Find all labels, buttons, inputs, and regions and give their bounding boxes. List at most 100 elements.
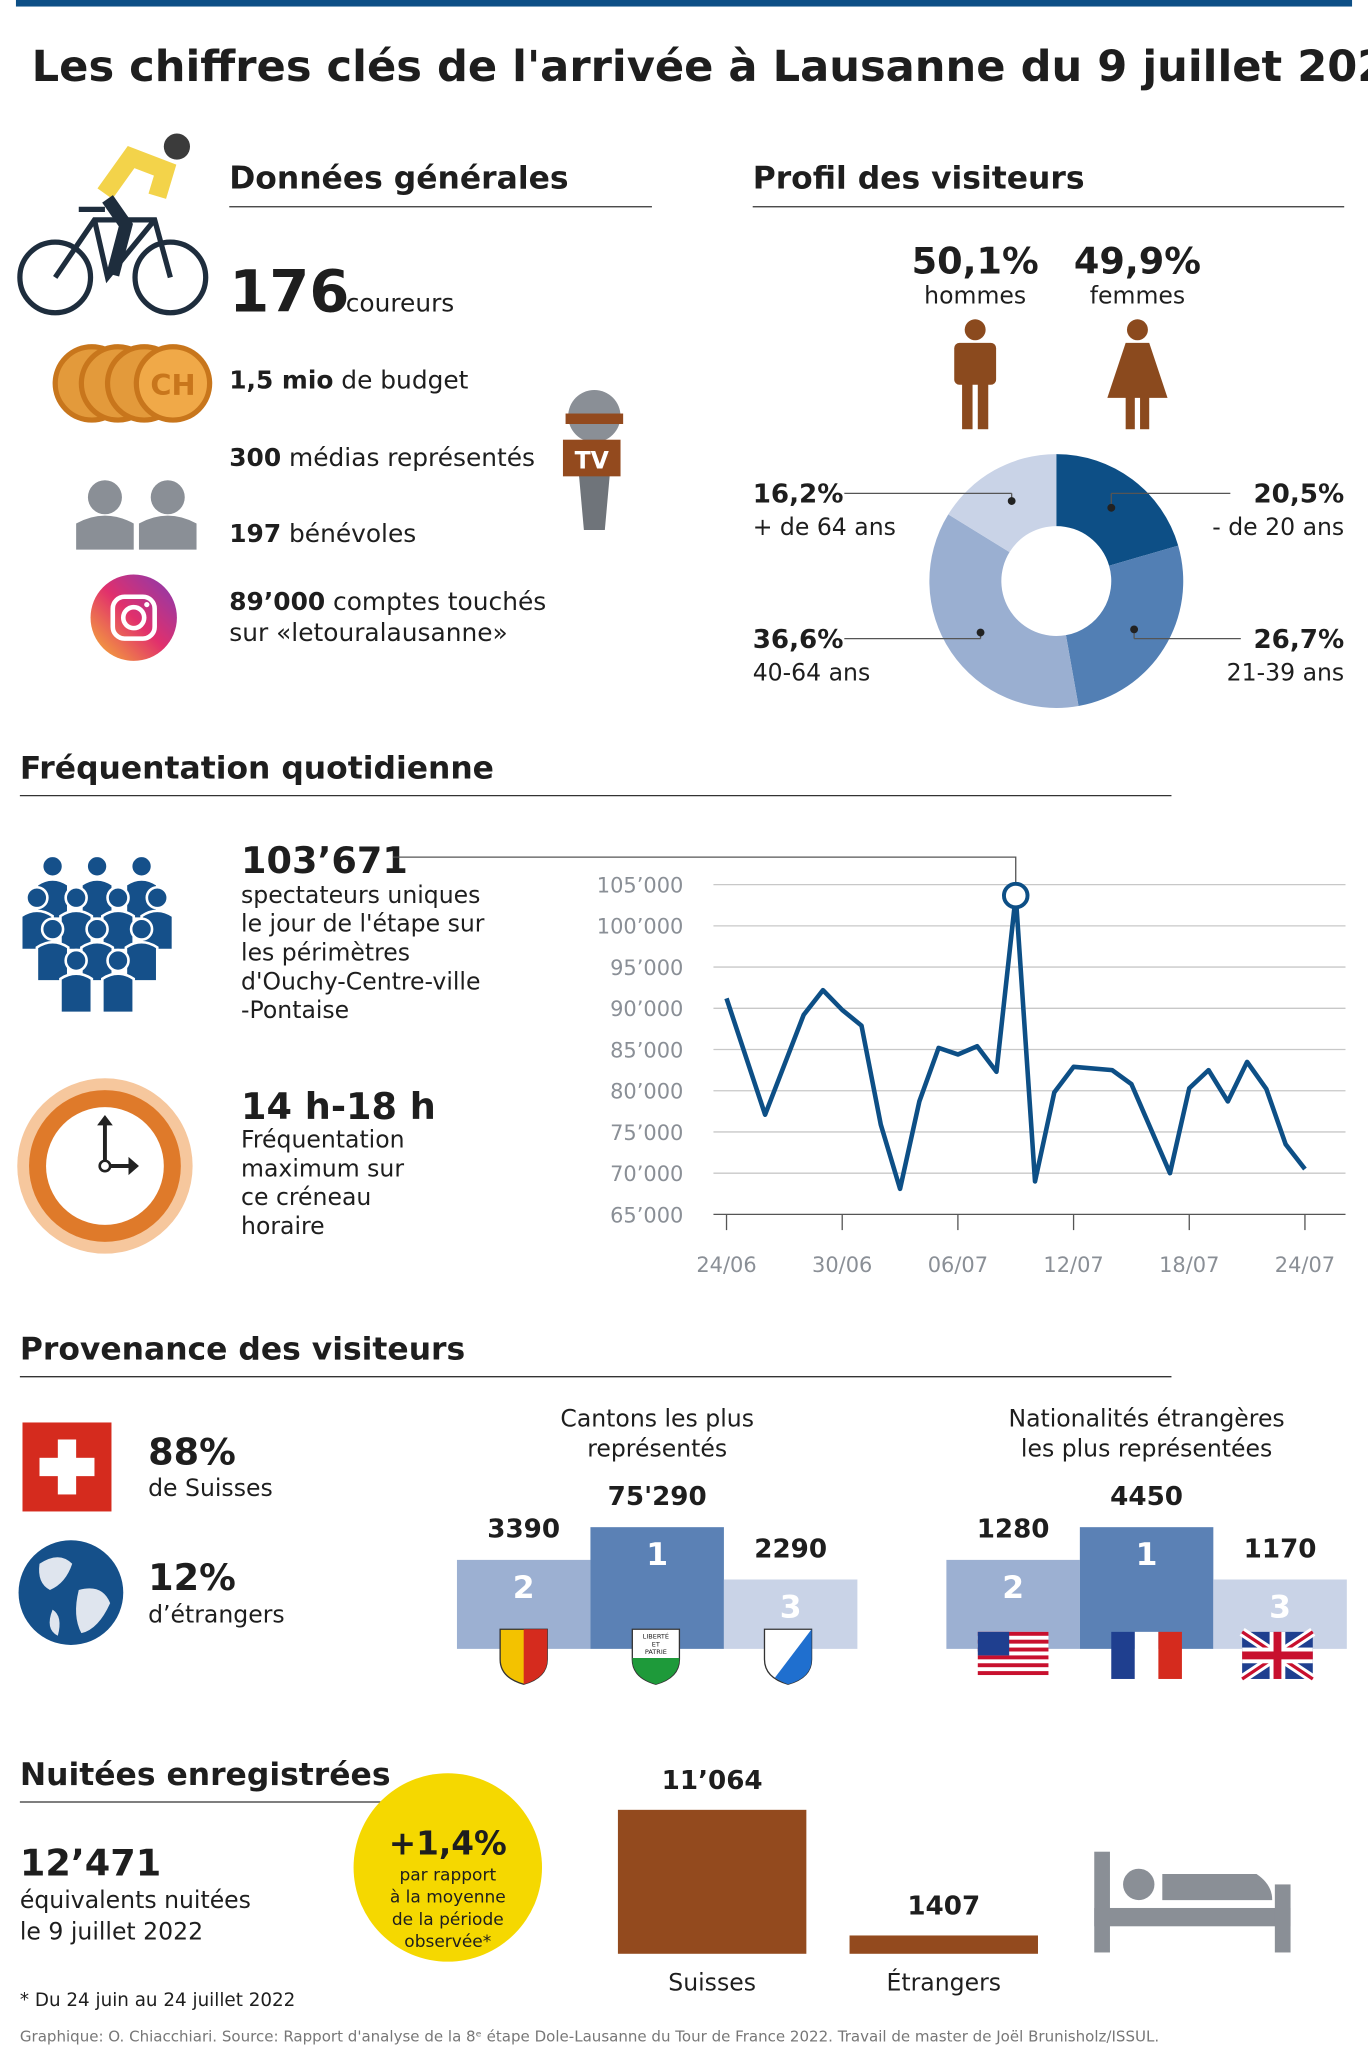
annotation-leader xyxy=(392,856,1017,884)
section-heading: Fréquentation quotidienne xyxy=(20,751,494,787)
person xyxy=(59,972,94,1015)
slice-label: 40-64 ans xyxy=(753,658,871,686)
swiss-label: de Suisses xyxy=(148,1474,273,1502)
change-badge xyxy=(353,1773,543,1962)
y-tick-label: 100’000 xyxy=(597,915,684,939)
person xyxy=(129,917,154,941)
x-tick-label: 30/06 xyxy=(812,1253,872,1277)
podium-rank: 3 xyxy=(1269,1589,1291,1625)
podium-rank: 2 xyxy=(513,1570,535,1606)
change-text: de la période xyxy=(392,1910,504,1930)
nights-text: le 9 juillet 2022 xyxy=(20,1917,203,1945)
bed-icon xyxy=(1094,1851,1291,1953)
bar xyxy=(849,1935,1038,1954)
slice-value: 20,5% xyxy=(1253,480,1344,510)
slice-label: - de 20 ans xyxy=(1212,513,1344,541)
section-heading: Données générales xyxy=(229,160,568,196)
donut-slice xyxy=(1056,454,1179,566)
x-tick-label: 18/07 xyxy=(1159,1253,1219,1277)
volunteers-value: 197 xyxy=(229,519,281,548)
x-tick-label: 06/07 xyxy=(928,1253,988,1277)
podium-title: Nationalités étrangères xyxy=(1008,1404,1284,1432)
line-series xyxy=(724,893,1307,1192)
vaud-shield: LIBERTÉ ET PATRIE xyxy=(631,1628,681,1685)
person xyxy=(25,885,49,910)
accounts-value: 89’000 xyxy=(229,587,325,616)
men-label: hommes xyxy=(924,282,1026,310)
leader-dot xyxy=(1130,625,1139,634)
person xyxy=(80,940,115,983)
person xyxy=(124,940,159,983)
y-tick-label: 70’000 xyxy=(610,1162,683,1186)
geneva-shield xyxy=(499,1628,548,1685)
podium-rank: 2 xyxy=(1002,1570,1024,1606)
slice-label: + de 64 ans xyxy=(753,513,896,541)
section-heading: Nuitées enregistrées xyxy=(20,1757,391,1793)
body-text: les périmètres xyxy=(241,939,410,967)
slice-label: 21-39 ans xyxy=(1227,658,1345,686)
leader-dot xyxy=(1007,497,1016,505)
budget: 1,5 mio de budget xyxy=(229,366,468,395)
person xyxy=(80,878,115,920)
crowd-icon xyxy=(19,854,175,1015)
budget-label: de budget xyxy=(341,366,468,395)
person xyxy=(59,909,94,952)
bar-category: Étrangers xyxy=(886,1968,1001,1996)
bar-category: Suisses xyxy=(668,1968,756,1996)
zurich-shield xyxy=(763,1628,813,1685)
globe-icon xyxy=(18,1540,124,1645)
uk-flag xyxy=(1239,1628,1316,1683)
person xyxy=(64,885,88,910)
clock-icon xyxy=(17,1078,193,1254)
media: 300 médias représentés xyxy=(229,443,535,472)
podium-value: 1280 xyxy=(977,1515,1050,1545)
instagram-icon xyxy=(90,574,177,661)
y-tick-label: 105’000 xyxy=(597,873,684,897)
nights-bar-chart: 11’064 Suisses 1407 Étrangers xyxy=(617,1766,1038,1996)
person xyxy=(35,940,70,983)
change-text: à la moyenne xyxy=(390,1888,506,1908)
y-tick-label: 75’000 xyxy=(610,1121,683,1145)
y-tick-label: 90’000 xyxy=(610,997,683,1021)
foreign-label: d’étrangers xyxy=(148,1601,285,1629)
microphone-icon: TV xyxy=(562,389,624,530)
bar-value: 1407 xyxy=(907,1892,980,1922)
volunteers: 197 bénévoles xyxy=(229,519,416,548)
podium-title: Cantons les plus xyxy=(560,1404,754,1432)
foreign-share: 12% xyxy=(148,1556,236,1599)
x-tick-label: 12/07 xyxy=(1043,1253,1103,1277)
media-label: médias représentés xyxy=(289,443,535,472)
line-chart: 65’000 70’000 75’000 80’000 85’000 90’000 95’0… xyxy=(392,856,1346,1277)
riders-number: 176 xyxy=(229,258,349,325)
y-tick-label: 65’000 xyxy=(610,1203,683,1227)
us-flag xyxy=(977,1631,1049,1679)
budget-value: 1,5 mio xyxy=(229,366,333,395)
riders-label: coureurs xyxy=(346,288,455,317)
person xyxy=(64,948,88,973)
podium-title: les plus représentées xyxy=(1021,1435,1272,1463)
donut-slice xyxy=(948,454,1057,553)
podium-chart: Cantons les plus représentés 2 3390 1 75'290 3… xyxy=(456,1404,858,1649)
y-tick-label: 95’000 xyxy=(610,956,683,980)
podium-rank: 3 xyxy=(780,1589,802,1625)
accounts-label: comptes touchés xyxy=(333,587,546,616)
accounts: 89’000 comptes touchés xyxy=(229,587,546,616)
body-text: le jour de l'étape sur xyxy=(241,910,485,938)
body-text: -Pontaise xyxy=(241,996,349,1024)
podium-rank: 1 xyxy=(646,1537,668,1573)
x-tick-label: 24/06 xyxy=(696,1253,756,1277)
y-tick-label: 85’000 xyxy=(610,1038,683,1062)
vaud-motto: PATRIE xyxy=(645,1648,667,1656)
y-tick-label: 80’000 xyxy=(610,1080,683,1104)
body-text: maximum sur xyxy=(241,1154,404,1182)
podium-title: représentés xyxy=(587,1435,727,1463)
body-text: spectateurs uniques xyxy=(241,881,480,909)
slice-value: 26,7% xyxy=(1253,625,1344,655)
nights-text: équivalents nuitées xyxy=(20,1886,251,1914)
person xyxy=(145,885,170,910)
change-text: observée* xyxy=(404,1932,491,1952)
man-icon xyxy=(954,319,997,430)
person xyxy=(85,854,109,879)
title: Les chiffres clés de l'arrivée à Lausann… xyxy=(32,42,1368,92)
